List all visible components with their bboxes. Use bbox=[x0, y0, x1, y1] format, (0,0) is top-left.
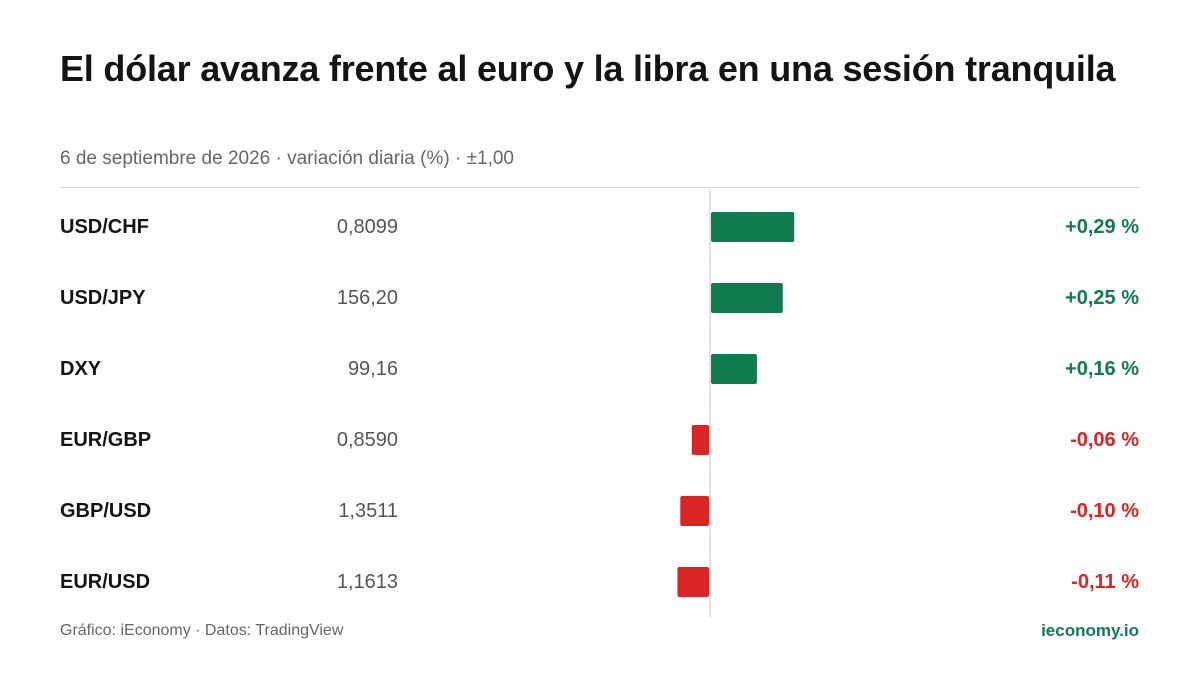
change-bar bbox=[711, 354, 757, 384]
pair-label: DXY bbox=[60, 358, 102, 380]
chart-title: El dólar avanza frente al euro y la libr… bbox=[60, 48, 1116, 89]
pair-label: USD/CHF bbox=[60, 216, 149, 238]
pair-label: EUR/USD bbox=[60, 571, 150, 593]
change-label: -0,10 % bbox=[1070, 500, 1139, 522]
chart-row: GBP/USD 1,3511 -0,10 % bbox=[60, 496, 1139, 526]
price-value: 99,16 bbox=[348, 358, 398, 380]
change-label: +0,29 % bbox=[1065, 216, 1139, 238]
chart-row: USD/CHF 0,8099 +0,29 % bbox=[60, 212, 1139, 242]
chart-row: EUR/USD 1,1613 -0,11 % bbox=[60, 567, 1139, 597]
change-bar bbox=[680, 496, 709, 526]
bar-chart: USD/CHF 0,8099 +0,29 % USD/JPY 156,20 +0,25 %… bbox=[60, 190, 1139, 617]
chart-row: USD/JPY 156,20 +0,25 % bbox=[60, 283, 1139, 313]
change-label: -0,06 % bbox=[1070, 429, 1139, 451]
chart-row: EUR/GBP 0,8590 -0,06 % bbox=[60, 425, 1139, 455]
change-label: +0,16 % bbox=[1065, 358, 1139, 380]
change-bar bbox=[711, 283, 783, 313]
chart-row: DXY 99,16 +0,16 % bbox=[60, 354, 1139, 384]
change-label: -0,11 % bbox=[1071, 571, 1139, 593]
price-value: 1,1613 bbox=[337, 571, 398, 593]
change-bar bbox=[711, 212, 795, 242]
change-bar bbox=[677, 567, 709, 597]
pair-label: EUR/GBP bbox=[60, 429, 151, 451]
chart-rows: USD/CHF 0,8099 +0,29 % USD/JPY 156,20 +0,25 %… bbox=[60, 212, 1139, 597]
pair-label: USD/JPY bbox=[60, 287, 146, 309]
price-value: 0,8099 bbox=[337, 216, 398, 238]
pair-label: GBP/USD bbox=[60, 500, 151, 522]
change-label: +0,25 % bbox=[1065, 287, 1139, 309]
price-value: 0,8590 bbox=[337, 429, 398, 451]
price-value: 156,20 bbox=[337, 287, 398, 309]
source-credit: Gráfico: iEconomy · Datos: TradingView bbox=[60, 622, 344, 639]
brand-link[interactable]: ieconomy.io bbox=[1041, 621, 1139, 640]
change-bar bbox=[691, 425, 709, 455]
header-divider bbox=[60, 187, 1140, 188]
chart-subtitle: 6 de septiembre de 2026 · variación diar… bbox=[60, 148, 514, 169]
price-value: 1,3511 bbox=[338, 500, 398, 522]
